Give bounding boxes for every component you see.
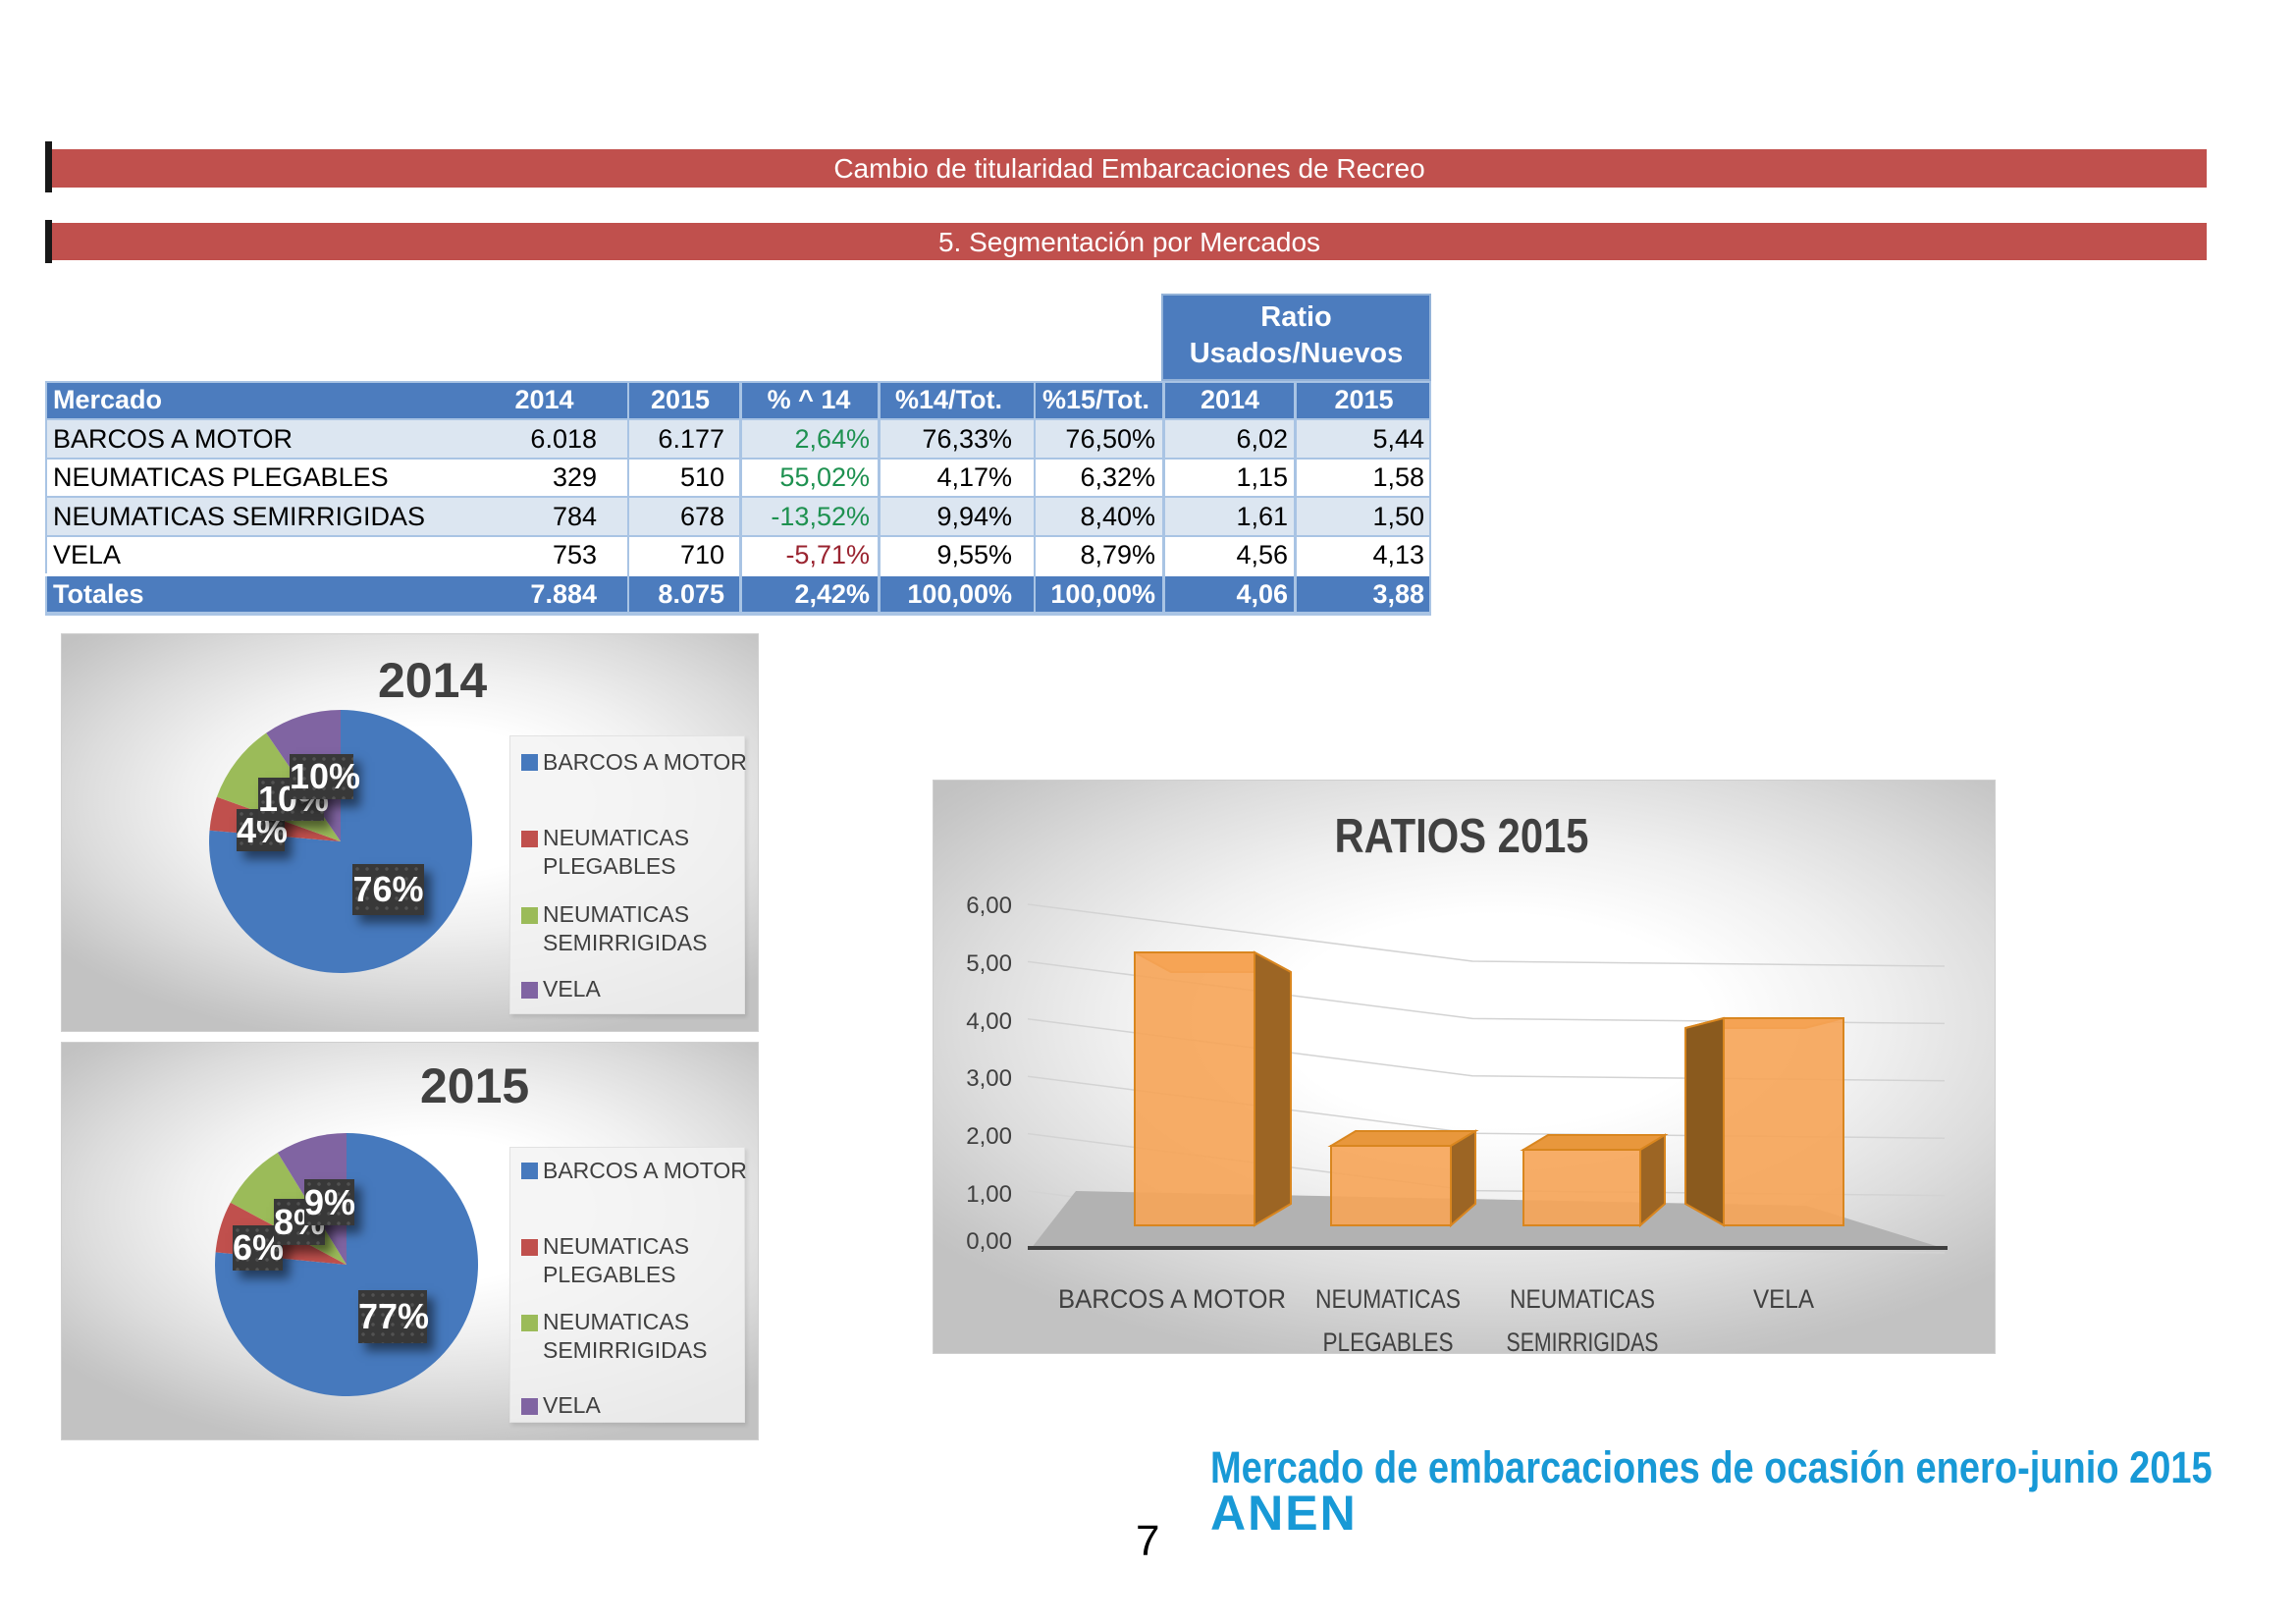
svg-text:VELA: VELA (1753, 1284, 1814, 1314)
svg-text:PLEGABLES: PLEGABLES (1323, 1327, 1454, 1352)
svg-text:3,00: 3,00 (966, 1065, 1012, 1092)
svg-text:0,00: 0,00 (966, 1228, 1012, 1255)
svg-text:6,00: 6,00 (966, 893, 1012, 919)
svg-text:5,00: 5,00 (966, 950, 1012, 977)
svg-text:RATIOS 2015: RATIOS 2015 (1335, 810, 1589, 863)
svg-text:BARCOS A MOTOR: BARCOS A MOTOR (1058, 1284, 1286, 1314)
svg-text:SEMIRRIGIDAS: SEMIRRIGIDAS (1507, 1327, 1659, 1352)
svg-text:1,00: 1,00 (966, 1181, 1012, 1208)
svg-text:4,00: 4,00 (966, 1008, 1012, 1035)
svg-text:NEUMATICAS: NEUMATICAS (1510, 1284, 1655, 1314)
svg-text:2,00: 2,00 (966, 1123, 1012, 1150)
svg-text:NEUMATICAS: NEUMATICAS (1315, 1284, 1461, 1314)
